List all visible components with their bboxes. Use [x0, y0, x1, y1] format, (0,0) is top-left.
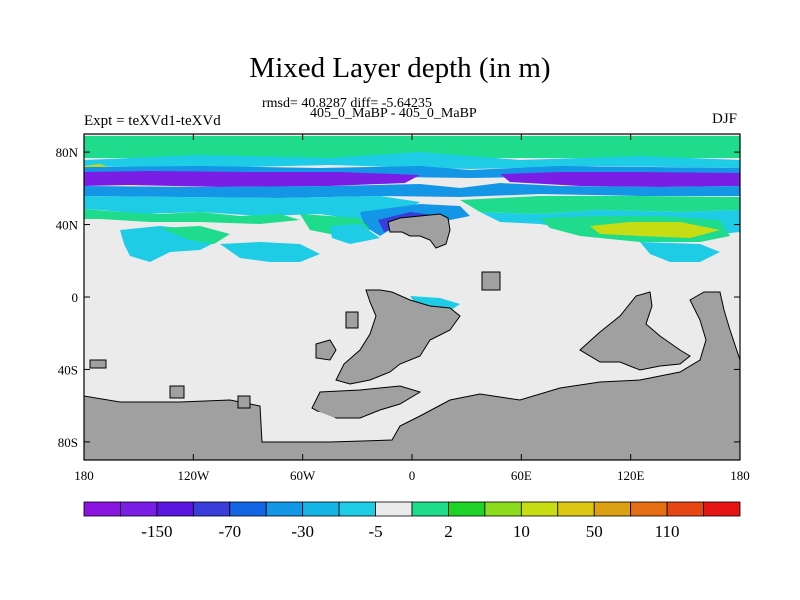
cyan-central-pacific — [220, 242, 320, 262]
purple-band-west — [84, 171, 420, 187]
colorbar-box — [156, 501, 194, 517]
land-australia — [84, 291, 740, 460]
colorbar-box — [593, 501, 632, 517]
land-small-island-2 — [481, 271, 501, 291]
colorbar-box — [703, 501, 741, 517]
x-tick-label: 180 — [730, 468, 750, 483]
cyan-n-atlantic — [330, 224, 380, 244]
x-tick-label: 60E — [511, 468, 532, 483]
stats-line: rmsd= 40.8287 diff= -5.64235 — [262, 96, 432, 111]
purple-band-east — [500, 172, 740, 187]
yellow-n-pacific — [590, 222, 720, 238]
colorbar-boxes — [83, 501, 741, 517]
colorbar-box — [520, 501, 559, 517]
land-small-island-5 — [237, 395, 251, 409]
land-africa — [335, 289, 461, 385]
colorbar-box — [666, 501, 704, 517]
colorbar-box — [375, 501, 413, 517]
land-small-island-1 — [345, 311, 359, 329]
cyan-midlat-west — [84, 196, 420, 220]
colorbar-labels: -150 -70 -30 -5 2 10 50 110 — [141, 522, 679, 541]
colorbar-box — [83, 501, 121, 517]
colorbar-box — [557, 501, 595, 517]
land-maritime-asia — [579, 291, 691, 371]
colorbar-box — [265, 501, 304, 517]
colorbar-label: -5 — [368, 522, 382, 541]
colorbar-box — [302, 501, 340, 517]
experiment-label: Expt = teXVd1-teXVd — [84, 113, 221, 129]
y-tick-label: 0 — [72, 290, 79, 305]
land-small-island-4 — [169, 385, 185, 399]
x-tick-label: 60W — [290, 468, 316, 483]
colorbar-box — [120, 501, 158, 517]
map-subtitle: 405_0_MaBP - 405_0_MaBP — [310, 106, 477, 121]
map-title: Mixed Layer depth (in m) — [249, 52, 551, 84]
y-axis-ticks: 80N 40N 0 40S 80S — [56, 145, 740, 450]
land-africa-west — [315, 339, 337, 361]
x-tick-label: 0 — [409, 468, 416, 483]
colorbar-box — [448, 501, 486, 517]
green-midlat-east — [460, 196, 740, 214]
blue-band-lower — [84, 183, 740, 198]
x-tick-label: 120E — [617, 468, 645, 483]
season-label: DJF — [712, 111, 738, 127]
x-tick-label: 180 — [74, 468, 94, 483]
land-small-island-3 — [89, 359, 107, 369]
x-tick-label: 120W — [177, 468, 210, 483]
colorbar-label: -150 — [141, 522, 172, 541]
colorbar-label: 2 — [444, 522, 453, 541]
colorbar-label: -30 — [291, 522, 314, 541]
cyan-east-pacific — [640, 242, 720, 262]
y-tick-label: 40N — [56, 218, 79, 233]
arctic-cyan-band — [84, 152, 740, 169]
colorbar-label: -70 — [218, 522, 241, 541]
colorbar-box — [630, 501, 668, 517]
colorbar-box — [484, 501, 522, 517]
y-tick-label: 80N — [56, 145, 79, 160]
y-tick-label: 40S — [58, 362, 78, 377]
green-midlat-west — [84, 209, 300, 224]
colorbar-label: 110 — [655, 522, 680, 541]
colorbar-box — [192, 501, 231, 517]
arctic-green-band — [84, 136, 740, 158]
colorbar-label: 50 — [586, 522, 603, 541]
colorbar-box — [411, 501, 449, 517]
near-zero-interior — [264, 410, 400, 440]
green-n-pacific-west — [160, 226, 230, 244]
land-europe — [387, 213, 451, 249]
y-tick-label: 80S — [58, 435, 78, 450]
colorbar-label: 10 — [513, 522, 530, 541]
x-axis-ticks: 180 120W 60W 0 60E 120E 180 — [74, 134, 750, 483]
colorbar-box — [338, 501, 376, 517]
colorbar-box — [229, 501, 267, 517]
